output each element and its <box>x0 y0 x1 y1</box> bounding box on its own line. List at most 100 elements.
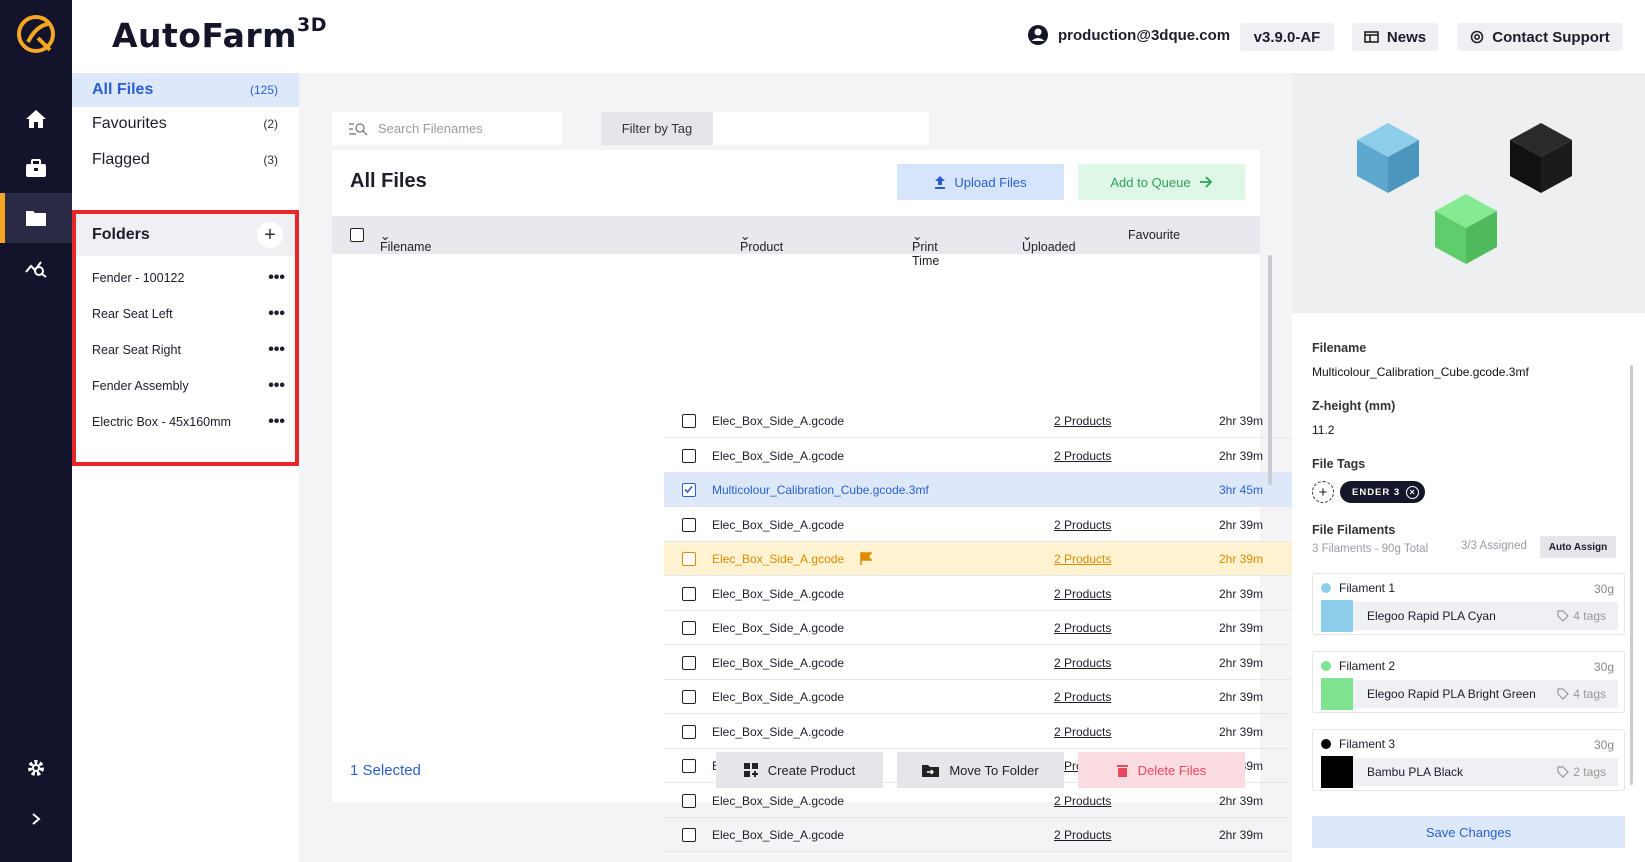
product-link[interactable]: 2 Products <box>1054 655 1112 670</box>
table-header: Filename ⌄ Product ⌄ Print Time ⌄ Upload… <box>332 216 1260 268</box>
move-to-folder-button[interactable]: Move To Folder <box>897 752 1064 788</box>
filament-tags[interactable]: 4 tags <box>1557 609 1606 623</box>
auto-assign-button[interactable]: Auto Assign <box>1540 536 1616 558</box>
folder-item[interactable]: Rear Seat Right ••• <box>92 341 285 358</box>
settings-gear-icon[interactable] <box>0 743 72 793</box>
product-link[interactable]: 2 Products <box>1054 828 1112 842</box>
filament-tags[interactable]: 4 tags <box>1557 687 1606 701</box>
folder-item[interactable]: Fender Assembly ••• <box>92 377 285 394</box>
filename-cell[interactable]: Elec_Box_Side_A.gcode <box>712 828 845 842</box>
row-checkbox[interactable] <box>682 448 696 463</box>
filament-card[interactable]: Filament 1 30g Elegoo Rapid PLA Cyan 4 tags <box>1312 573 1625 635</box>
row-checkbox[interactable] <box>682 517 696 532</box>
column-filename[interactable]: Filename ⌄ <box>380 229 432 254</box>
page-title: All Files <box>350 170 427 192</box>
contact-support-button[interactable]: Contact Support <box>1457 23 1623 51</box>
table-scrollbar[interactable] <box>1268 255 1272 485</box>
filename-cell[interactable]: Elec_Box_Side_A.gcode <box>712 448 845 463</box>
filament-swatch <box>1321 756 1353 788</box>
details-scrollbar[interactable] <box>1630 365 1633 785</box>
nav-flagged[interactable]: Flagged (3) <box>92 151 278 168</box>
add-tag-button[interactable]: + <box>1312 481 1334 503</box>
more-options-icon[interactable]: ••• <box>268 305 285 322</box>
product-link[interactable]: 2 Products <box>1054 793 1112 808</box>
news-button[interactable]: News <box>1352 23 1438 51</box>
filter-by-tag-button[interactable]: Filter by Tag <box>601 112 713 145</box>
filament-weight: 30g <box>1593 582 1614 596</box>
row-checkbox[interactable] <box>682 552 696 566</box>
filament-header: Filament 2 <box>1321 659 1395 673</box>
filename-cell[interactable]: Elec_Box_Side_A.gcode <box>712 517 845 532</box>
filename-cell[interactable]: Multicolour_Calibration_Cube.gcode.3mf <box>712 483 929 497</box>
flag-icon[interactable] <box>860 552 872 565</box>
upload-files-button[interactable]: Upload Files <box>897 164 1064 200</box>
add-folder-button[interactable]: + <box>257 222 283 248</box>
tag-filter-input[interactable] <box>713 112 929 145</box>
filename-cell[interactable]: Elec_Box_Side_A.gcode <box>712 690 845 704</box>
filename-cell[interactable]: Elec_Box_Side_A.gcode <box>712 655 845 670</box>
model-preview[interactable] <box>1292 73 1645 313</box>
row-checkbox[interactable] <box>682 586 696 601</box>
filename-cell[interactable]: Elec_Box_Side_A.gcode <box>712 621 845 635</box>
print-time-cell: 2hr 39m <box>1219 448 1264 463</box>
more-options-icon[interactable]: ••• <box>268 377 285 394</box>
briefcase-icon[interactable] <box>0 143 72 193</box>
analytics-icon[interactable] <box>0 243 72 293</box>
row-checkbox[interactable] <box>682 828 696 842</box>
product-link[interactable]: 2 Products <box>1054 690 1112 704</box>
product-link[interactable]: 2 Products <box>1054 552 1112 566</box>
filename-cell[interactable]: Elec_Box_Side_A.gcode <box>712 414 845 428</box>
create-product-button[interactable]: Create Product <box>716 752 883 788</box>
folder-item[interactable]: Rear Seat Left ••• <box>92 305 285 322</box>
folder-item[interactable]: Electric Box - 45x160mm ••• <box>92 413 285 430</box>
file-details-panel: Filename Multicolour_Calibration_Cube.gc… <box>1292 73 1645 862</box>
row-checkbox[interactable] <box>682 724 696 739</box>
cube-green <box>1435 194 1497 264</box>
product-link[interactable]: 2 Products <box>1054 448 1112 463</box>
filament-assignment[interactable]: Bambu PLA Black 2 tags <box>1321 756 1618 788</box>
autofarm-logo[interactable] <box>14 12 58 56</box>
more-options-icon[interactable]: ••• <box>268 269 285 286</box>
column-uploaded[interactable]: Uploaded ⌄ <box>1022 229 1076 254</box>
filename-cell[interactable]: Elec_Box_Side_A.gcode <box>712 552 845 566</box>
folder-item[interactable]: Fender - 100122 ••• <box>92 269 285 286</box>
filename-cell[interactable]: Elec_Box_Side_A.gcode <box>712 586 845 601</box>
filament-card[interactable]: Filament 3 30g Bambu PLA Black 2 tags <box>1312 729 1625 791</box>
select-all-checkbox[interactable] <box>350 228 364 242</box>
add-to-queue-button[interactable]: Add to Queue <box>1078 164 1245 200</box>
row-checkbox[interactable] <box>682 690 696 704</box>
product-link[interactable]: 2 Products <box>1054 586 1112 601</box>
row-checkbox[interactable] <box>682 655 696 670</box>
nav-favourites[interactable]: Favourites (2) <box>92 115 278 132</box>
folder-icon[interactable] <box>0 193 72 243</box>
more-options-icon[interactable]: ••• <box>268 413 285 430</box>
filename-cell[interactable]: Elec_Box_Side_A.gcode <box>712 724 845 739</box>
filament-card[interactable]: Filament 2 30g Elegoo Rapid PLA Bright Gre… <box>1312 651 1625 713</box>
search-input[interactable]: Search Filenames <box>332 112 562 145</box>
product-link[interactable]: 2 Products <box>1054 724 1112 739</box>
user-account[interactable]: production@3dque.com <box>1027 24 1230 46</box>
row-checkbox[interactable] <box>682 414 696 428</box>
product-link[interactable]: 2 Products <box>1054 517 1112 532</box>
row-checkbox[interactable] <box>682 483 696 497</box>
product-link[interactable]: 2 Products <box>1054 414 1112 428</box>
filament-assignment[interactable]: Elegoo Rapid PLA Bright Green 4 tags <box>1321 678 1618 710</box>
row-checkbox[interactable] <box>682 759 696 773</box>
delete-files-button[interactable]: Delete Files <box>1078 752 1245 788</box>
remove-tag-icon[interactable]: × <box>1406 485 1420 499</box>
more-options-icon[interactable]: ••• <box>268 341 285 358</box>
nav-all-files[interactable]: All Files (125) <box>72 73 299 107</box>
column-product[interactable]: Product ⌄ <box>740 229 784 254</box>
product-link[interactable]: 2 Products <box>1054 621 1112 635</box>
print-time-cell: 2hr 39m <box>1219 414 1264 428</box>
tag-chip[interactable]: ENDER 3 × <box>1340 481 1426 503</box>
save-changes-button[interactable]: Save Changes <box>1312 816 1625 848</box>
filament-assignment[interactable]: Elegoo Rapid PLA Cyan 4 tags <box>1321 600 1618 632</box>
expand-chevron-icon[interactable] <box>0 794 72 844</box>
row-checkbox[interactable] <box>682 793 696 808</box>
filename-cell[interactable]: Elec_Box_Side_A.gcode <box>712 793 845 808</box>
filament-tags[interactable]: 2 tags <box>1557 765 1606 779</box>
home-icon[interactable] <box>0 94 72 144</box>
row-checkbox[interactable] <box>682 621 696 635</box>
column-print-time[interactable]: Print Time ⌄ <box>912 229 940 268</box>
